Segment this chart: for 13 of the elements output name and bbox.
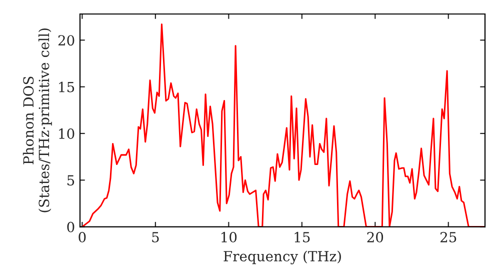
x-tick-label: 0 — [78, 232, 86, 242]
y-tick-label: 5 — [67, 175, 74, 186]
y-tick-label: 0 — [67, 222, 74, 232]
y-tick-label: 10 — [59, 128, 74, 139]
y-axis-title: Phonon DOS (States/THz·primitive cell) — [22, 28, 52, 212]
y-tick-label: 15 — [59, 82, 74, 92]
x-tick-label: 5 — [152, 232, 159, 242]
x-axis-title: Frequency (THz) — [224, 250, 341, 264]
y-tick-label: 20 — [58, 35, 74, 46]
x-tick-label: 25 — [440, 232, 456, 242]
x-tick-label: 10 — [222, 232, 237, 242]
x-tick-label: 20 — [367, 232, 384, 242]
x-tick-label: 15 — [294, 232, 310, 242]
